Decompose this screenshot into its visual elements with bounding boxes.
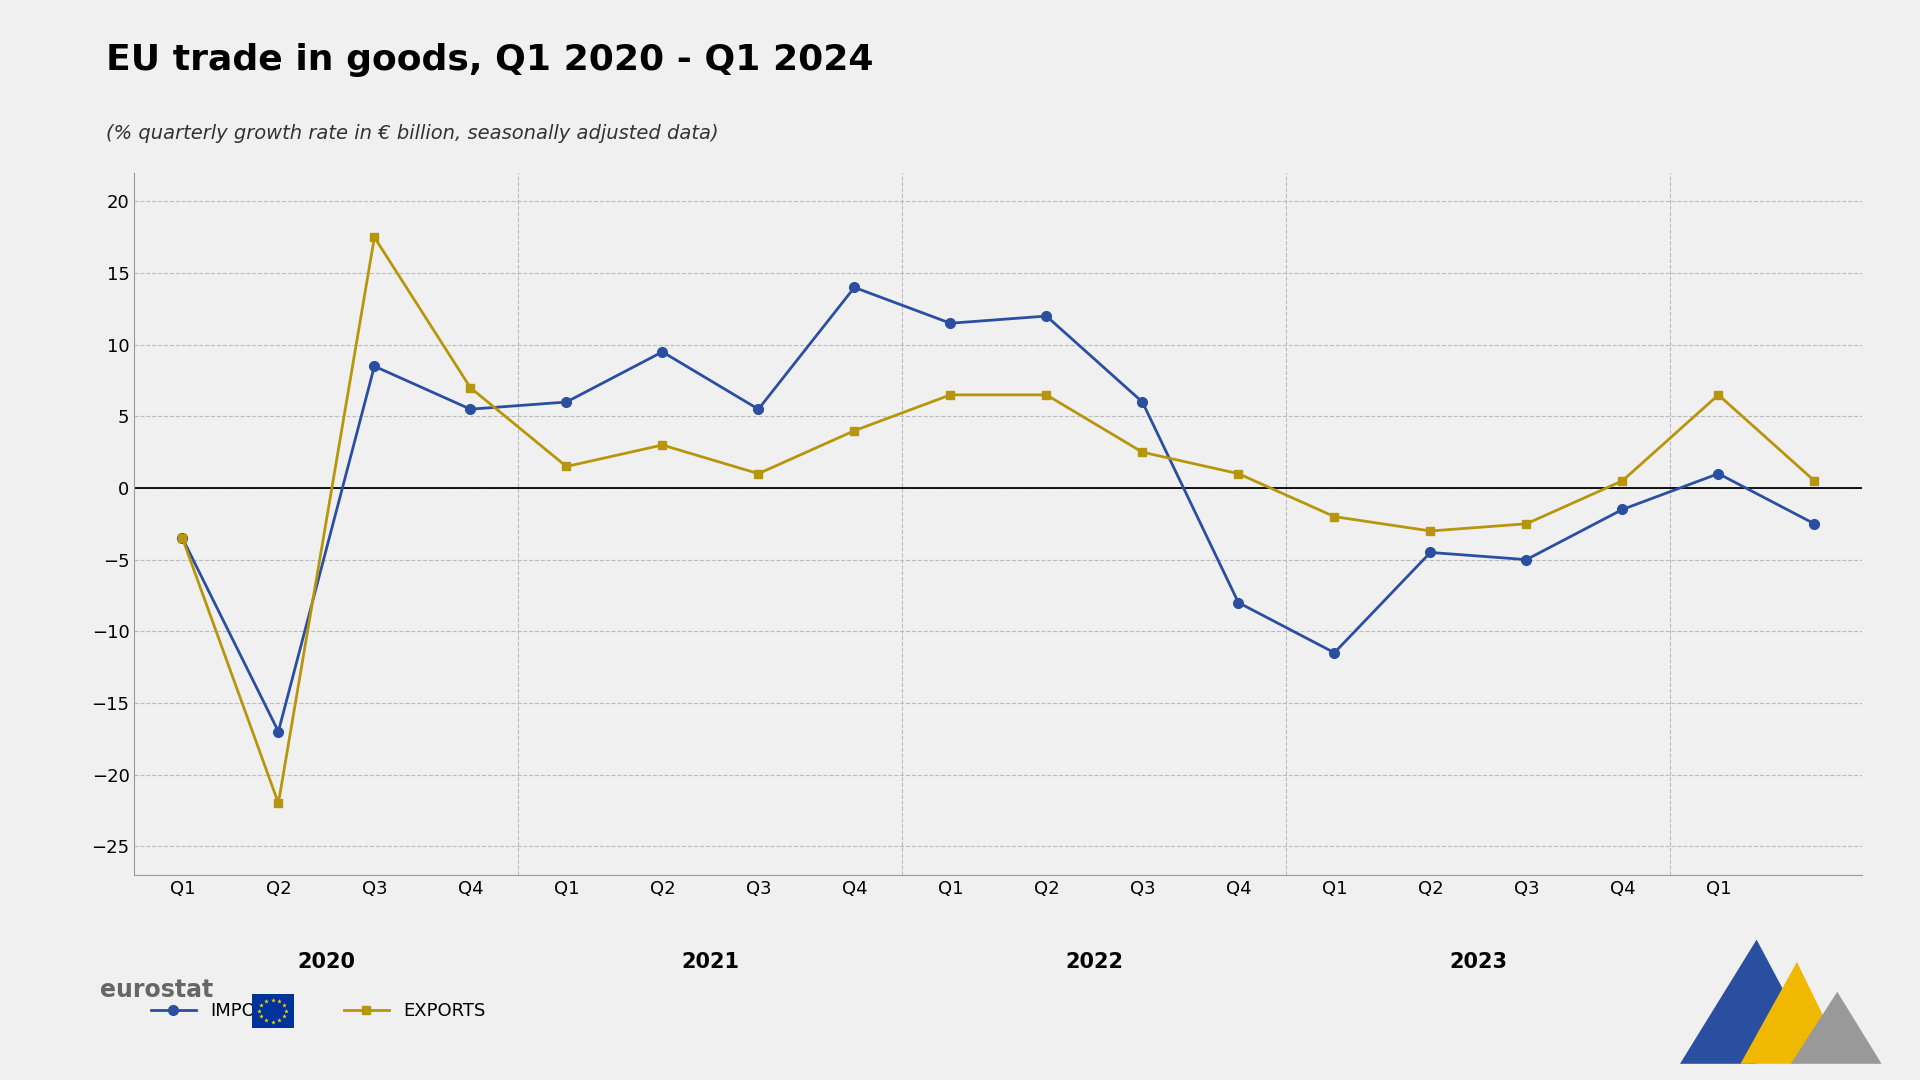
Text: 2024: 2024 <box>1690 953 1747 972</box>
Text: 2023: 2023 <box>1450 953 1507 972</box>
Text: EU trade in goods, Q1 2020 - Q1 2024: EU trade in goods, Q1 2020 - Q1 2024 <box>106 43 874 77</box>
Polygon shape <box>1680 940 1793 1064</box>
Text: (% quarterly growth rate in € billion, seasonally adjusted data): (% quarterly growth rate in € billion, s… <box>106 124 718 144</box>
Text: 2021: 2021 <box>682 953 739 972</box>
Polygon shape <box>1740 962 1834 1064</box>
Legend: IMPORTS, EXPORTS: IMPORTS, EXPORTS <box>144 995 493 1027</box>
Polygon shape <box>1791 991 1882 1064</box>
Text: 2020: 2020 <box>298 953 355 972</box>
Text: 2022: 2022 <box>1066 953 1123 972</box>
Text: eurostat: eurostat <box>100 978 213 1002</box>
